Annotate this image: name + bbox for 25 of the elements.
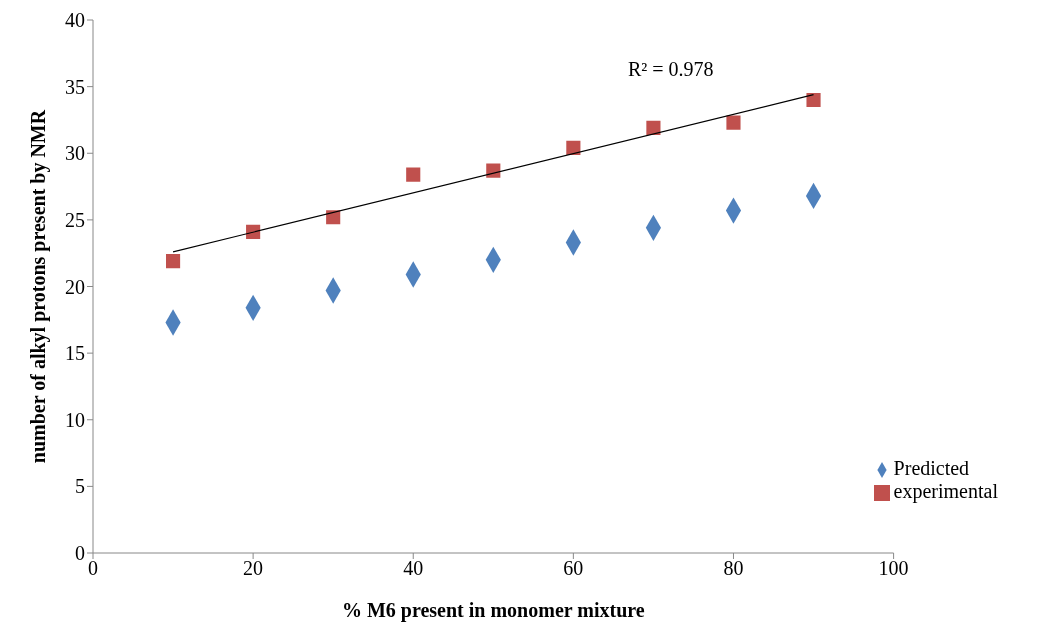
legend-label: Predicted [893, 457, 970, 479]
y-tick-label: 10 [65, 408, 85, 431]
point [566, 140, 581, 155]
point [406, 167, 421, 182]
y-tick-label: 40 [65, 9, 85, 32]
y-tick-label: 0 [75, 542, 85, 565]
point [726, 115, 741, 130]
x-axis-title: % M6 present in monomer mixture [341, 599, 645, 623]
x-tick-label: 20 [243, 557, 264, 580]
x-tick-label: 100 [878, 557, 909, 580]
x-tick-label: 60 [563, 557, 584, 580]
y-axis-title: number of alkyl protons present by NMR [27, 109, 51, 464]
y-tick-label: 20 [65, 275, 85, 298]
point [165, 254, 181, 269]
point [646, 120, 661, 135]
y-tick-label: 5 [75, 475, 85, 498]
y-tick-label: 35 [65, 75, 85, 98]
y-tick-label: 15 [65, 342, 85, 365]
annotation: R² = 0.978 [628, 58, 714, 81]
point [806, 92, 821, 108]
x-tick-label: 80 [723, 557, 744, 580]
y-tick-label: 25 [65, 208, 85, 231]
legend-label: experimental [893, 480, 998, 502]
x-tick-label: 40 [403, 557, 424, 580]
y-tick-label: 30 [65, 142, 85, 165]
